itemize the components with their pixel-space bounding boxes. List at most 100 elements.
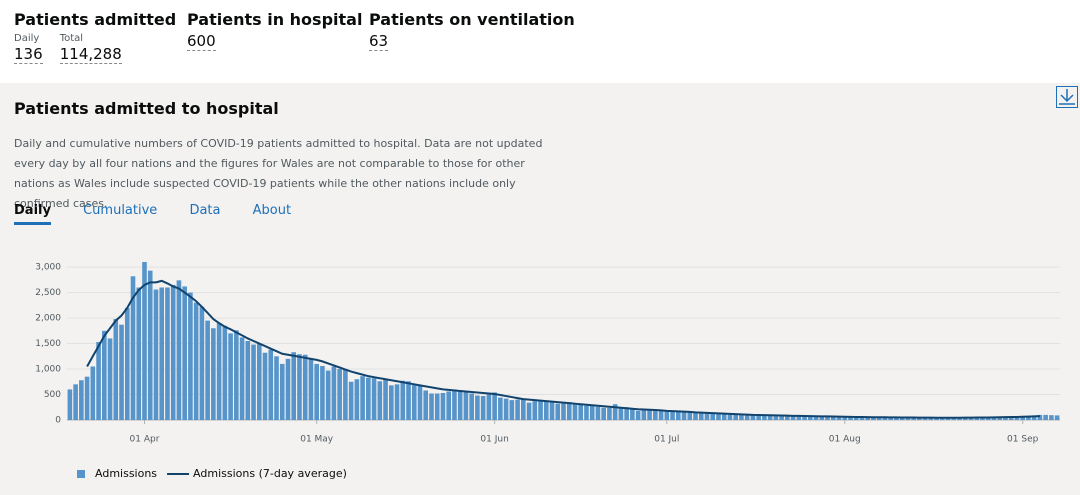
- stat-value[interactable]: 63: [369, 32, 389, 51]
- bar: [205, 320, 210, 420]
- bar: [836, 416, 842, 420]
- bar: [193, 302, 199, 420]
- bar: [457, 390, 463, 420]
- bar: [73, 384, 78, 420]
- bar: [239, 337, 245, 420]
- bar: [951, 417, 957, 420]
- summary-bar: Patients admitted Daily 136 Total 114,288 …: [0, 0, 1080, 83]
- bar: [647, 409, 652, 420]
- bar: [285, 358, 291, 420]
- bar: [498, 397, 503, 420]
- bar: [509, 400, 515, 420]
- bar: [630, 408, 635, 420]
- stat: Patients admitted Daily 136 Total 114,288: [14, 10, 176, 64]
- bar: [394, 384, 400, 420]
- stat-title: Patients on ventilation: [369, 10, 575, 29]
- tab[interactable]: Data: [189, 203, 221, 218]
- bar: [744, 414, 750, 420]
- bar: [486, 394, 492, 420]
- y-tick-label: 2,000: [35, 314, 61, 324]
- bar: [532, 401, 538, 420]
- bar: [159, 287, 165, 420]
- stat-value[interactable]: 600: [187, 32, 216, 51]
- bar: [251, 344, 256, 420]
- bar: [1054, 415, 1060, 420]
- bar: [957, 417, 962, 420]
- bar: [980, 417, 985, 420]
- bar: [934, 417, 939, 420]
- bar: [90, 366, 96, 420]
- bar: [572, 403, 578, 420]
- download-button[interactable]: [1056, 86, 1078, 108]
- legend-label: Admissions (7-day average): [193, 467, 347, 480]
- x-tick-label: 01 May: [300, 435, 334, 445]
- bar: [578, 404, 584, 420]
- tab[interactable]: About: [252, 203, 292, 218]
- bar: [366, 377, 371, 420]
- stat-label: Daily: [14, 33, 40, 44]
- bar: [733, 414, 738, 420]
- bar: [440, 392, 446, 420]
- bar: [808, 416, 813, 420]
- bar: [216, 323, 222, 420]
- bar: [279, 363, 285, 420]
- bar: [802, 416, 807, 420]
- download-frame: [1056, 86, 1078, 108]
- bar: [635, 410, 641, 420]
- bar: [107, 338, 113, 420]
- stat-value[interactable]: 136: [14, 45, 43, 64]
- bar: [888, 417, 893, 420]
- x-tick-label: 01 Jul: [654, 435, 679, 445]
- bar: [922, 417, 928, 420]
- bar: [228, 333, 233, 420]
- bar: [796, 415, 802, 420]
- bar: [469, 393, 474, 420]
- bar: [211, 328, 216, 420]
- bar: [297, 354, 302, 420]
- legend-label: Admissions: [95, 467, 157, 480]
- bar: [945, 417, 951, 420]
- bar: [130, 276, 136, 420]
- bar: [320, 365, 325, 420]
- bar: [480, 396, 486, 420]
- bar: [882, 417, 888, 420]
- tab[interactable]: Daily: [14, 203, 51, 225]
- bar: [234, 330, 239, 420]
- stat-item: Total 114,288: [59, 29, 122, 64]
- bar: [974, 417, 980, 420]
- bar: [406, 381, 411, 420]
- bar: [113, 319, 119, 420]
- bar: [687, 411, 693, 420]
- bar: [348, 381, 354, 420]
- bar: [274, 356, 279, 420]
- bar: [136, 287, 142, 420]
- bar: [268, 349, 274, 420]
- bar: [1043, 414, 1048, 420]
- bar: [653, 410, 658, 420]
- bar: [716, 413, 721, 420]
- x-tick-label: 01 Aug: [829, 435, 861, 445]
- bar: [767, 415, 773, 420]
- bar: [618, 407, 624, 420]
- bar: [1049, 415, 1054, 420]
- bar: [119, 324, 124, 420]
- bar: [894, 417, 899, 420]
- card-title: Patients admitted to hospital: [14, 99, 279, 118]
- bar: [343, 369, 348, 420]
- bar: [262, 352, 268, 420]
- stat-item: 600: [187, 31, 216, 51]
- bar: [985, 417, 991, 420]
- bar: [670, 411, 675, 420]
- bar: [492, 392, 497, 420]
- bar: [475, 395, 480, 420]
- stat-value[interactable]: 114,288: [59, 45, 122, 64]
- bar: [710, 413, 716, 420]
- bar: [411, 384, 417, 420]
- bar: [176, 280, 182, 420]
- bar: [147, 270, 153, 420]
- bar: [842, 416, 848, 420]
- bar: [199, 306, 205, 420]
- bar: [182, 286, 187, 420]
- tab[interactable]: Cumulative: [83, 203, 158, 218]
